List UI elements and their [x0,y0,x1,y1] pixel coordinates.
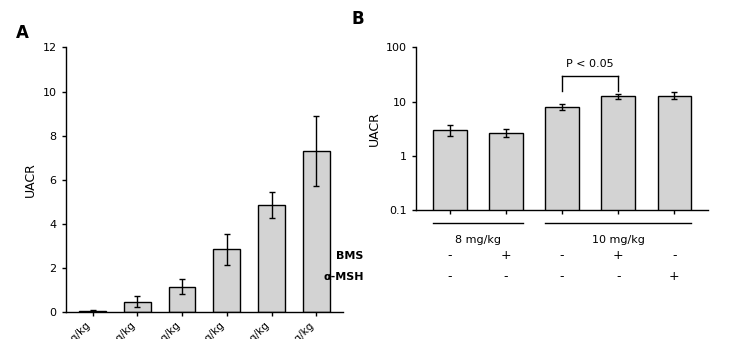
Bar [489,133,523,339]
Bar [79,311,106,312]
Text: -: - [616,271,620,283]
Text: -: - [560,249,564,262]
Bar [169,286,196,312]
Text: B: B [352,10,364,28]
Bar [213,249,240,312]
Text: P < 0.05: P < 0.05 [566,59,614,69]
Text: -: - [447,249,452,262]
Text: α-MSH: α-MSH [323,272,364,282]
Bar [303,151,330,312]
Text: BMS: BMS [336,251,364,261]
Bar [124,302,150,312]
Text: -: - [504,271,508,283]
Bar [545,107,579,339]
Text: +: + [613,249,623,262]
Text: A: A [16,24,28,42]
Bar [658,96,691,339]
Text: 8 mg/kg: 8 mg/kg [455,235,501,244]
Bar [602,96,635,339]
Y-axis label: UACR: UACR [367,112,380,146]
Text: +: + [669,271,680,283]
Text: -: - [560,271,564,283]
Bar [258,205,285,312]
Text: +: + [501,249,511,262]
Text: -: - [447,271,452,283]
Text: 10 mg/kg: 10 mg/kg [592,235,645,244]
Y-axis label: UACR: UACR [24,162,37,197]
Bar [433,130,466,339]
Text: -: - [672,249,677,262]
